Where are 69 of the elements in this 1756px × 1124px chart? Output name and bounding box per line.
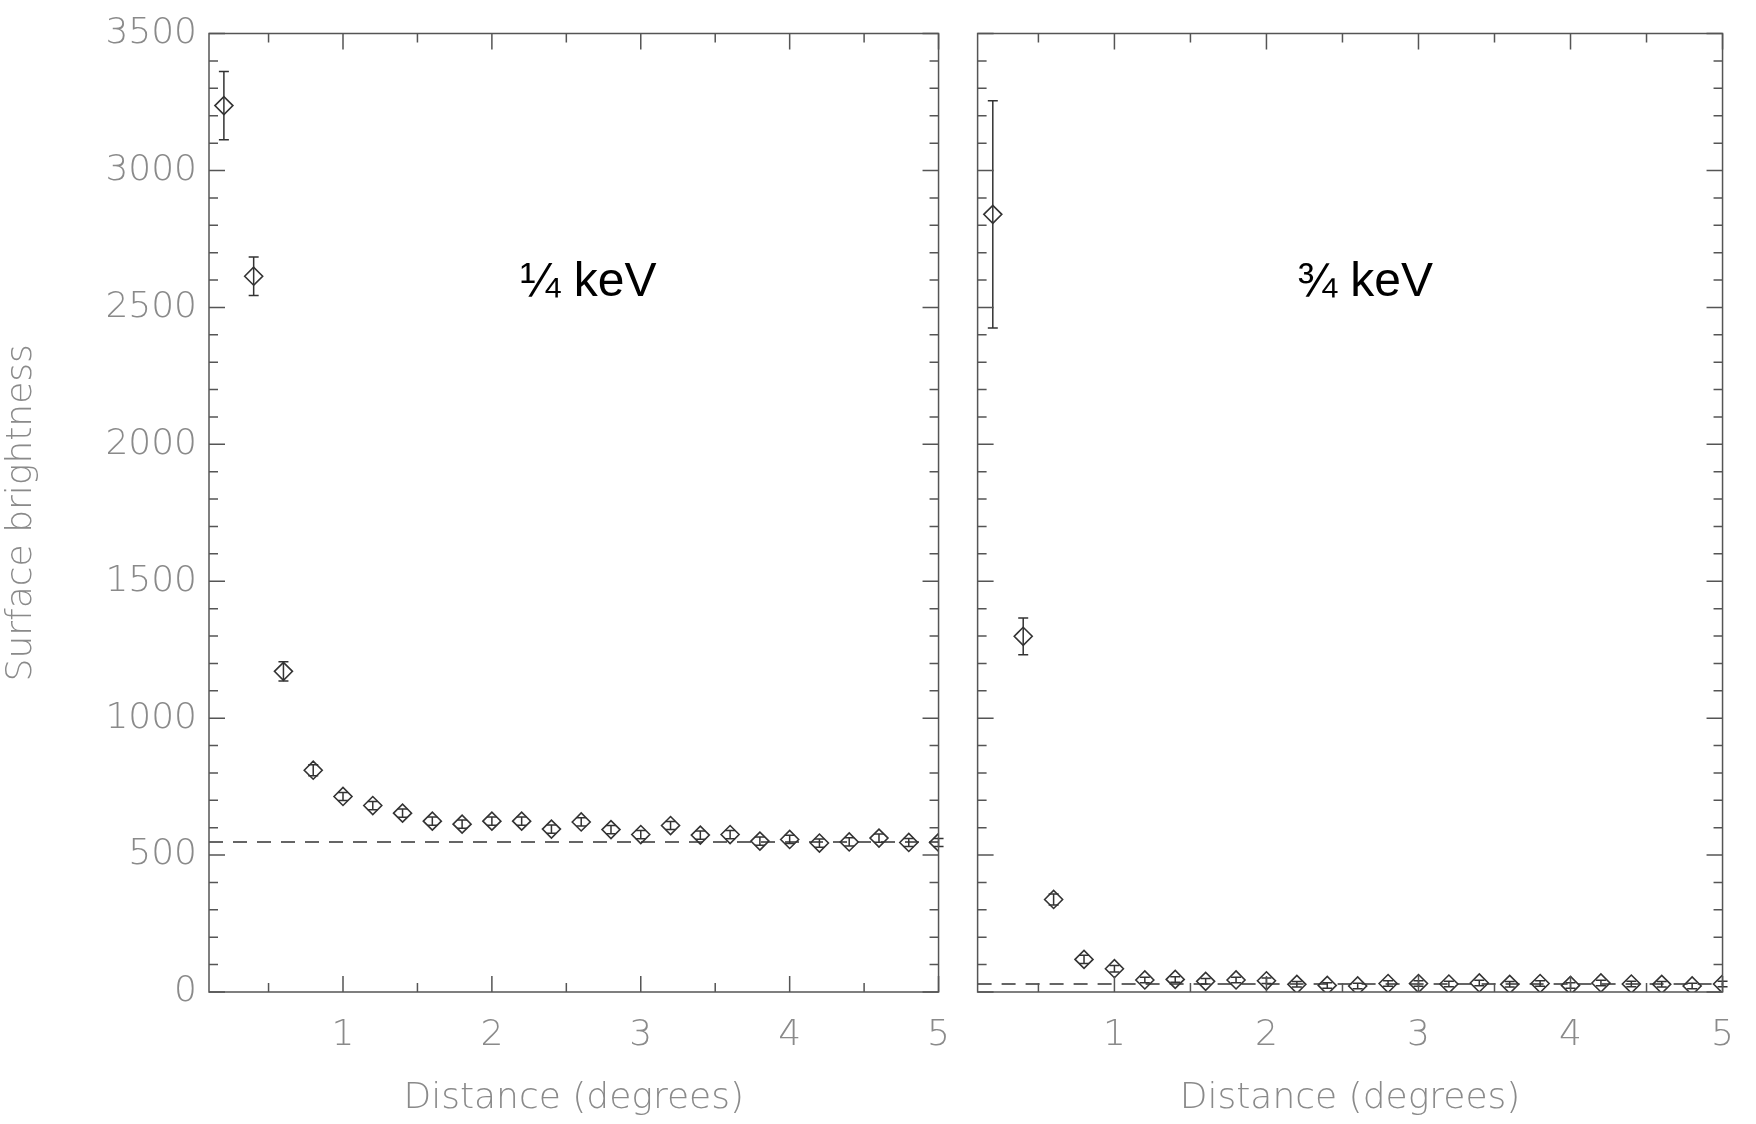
- x-tick-label: 1: [331, 1011, 355, 1053]
- point: [690, 825, 711, 845]
- point: [482, 811, 502, 831]
- point: [422, 811, 443, 831]
- point: [303, 760, 324, 780]
- point: [720, 824, 740, 845]
- point: [1074, 949, 1094, 970]
- point: [869, 828, 889, 848]
- point: [1469, 973, 1490, 992]
- point: [1317, 975, 1338, 992]
- x-tick-label: 2: [480, 1011, 504, 1053]
- point: [1621, 974, 1642, 992]
- y-tick-label: 1000: [105, 694, 197, 736]
- point: [898, 832, 919, 853]
- point: [1439, 974, 1459, 992]
- annotation: ¼ keV: [520, 253, 657, 307]
- point: [571, 812, 592, 832]
- point: [809, 833, 830, 853]
- y-tick-label: 3500: [105, 9, 197, 51]
- point: [214, 95, 234, 116]
- y-tick-label: 2000: [105, 420, 197, 462]
- point: [392, 803, 413, 823]
- point: [511, 811, 532, 831]
- point: [1287, 974, 1307, 992]
- y-tick-label: 1500: [105, 557, 197, 599]
- point: [1347, 976, 1368, 992]
- point: [1195, 971, 1216, 992]
- x-tick-label: 4: [778, 1011, 802, 1053]
- point: [1165, 969, 1186, 990]
- y-tick-label: 3000: [105, 146, 197, 188]
- x-axis-title: Distance (degrees): [403, 1074, 745, 1116]
- point: [1135, 970, 1155, 990]
- x-tick-label: 1: [1102, 1011, 1126, 1053]
- y-tick-label: 500: [128, 831, 197, 873]
- point: [1651, 974, 1672, 992]
- point: [452, 814, 472, 834]
- x-tick-label: 5: [1711, 1011, 1734, 1053]
- point: [660, 815, 681, 836]
- point: [1256, 970, 1277, 991]
- point: [630, 824, 651, 845]
- point: [839, 832, 860, 852]
- x-tick-label: 2: [1255, 1011, 1278, 1053]
- point: [1226, 970, 1246, 990]
- point: [1682, 976, 1702, 992]
- x-tick-label: 5: [927, 1011, 950, 1053]
- point: [243, 266, 264, 287]
- point: [983, 204, 1003, 225]
- y-tick-label: 0: [174, 968, 197, 1010]
- point: [541, 819, 562, 839]
- y-tick-label: 2500: [105, 283, 197, 325]
- point: [601, 819, 621, 840]
- annotation: ¾ keV: [1296, 253, 1434, 307]
- y-axis-title: Surface brightness: [0, 344, 39, 682]
- point: [1591, 973, 1611, 992]
- point: [750, 831, 770, 851]
- point: [333, 786, 353, 807]
- point: [1530, 973, 1550, 992]
- x-tick-label: 4: [1559, 1011, 1582, 1053]
- point: [1013, 626, 1034, 647]
- point: [1499, 974, 1520, 992]
- point: [779, 829, 800, 850]
- point: [362, 795, 383, 816]
- point: [1408, 973, 1429, 992]
- x-tick-label: 3: [629, 1011, 653, 1053]
- point: [1378, 973, 1398, 992]
- point: [1104, 958, 1125, 979]
- point: [1560, 975, 1581, 992]
- x-tick-label: 3: [1407, 1011, 1430, 1053]
- x-axis-title: Distance (degrees): [1179, 1074, 1521, 1116]
